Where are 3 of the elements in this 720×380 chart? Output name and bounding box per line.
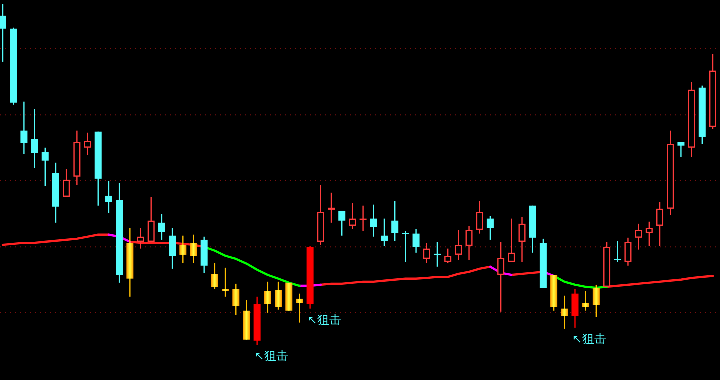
text: ↖狙击: [254, 349, 288, 363]
annotation: ↖狙击: [572, 332, 606, 346]
annotation: ↖狙击: [307, 312, 342, 327]
